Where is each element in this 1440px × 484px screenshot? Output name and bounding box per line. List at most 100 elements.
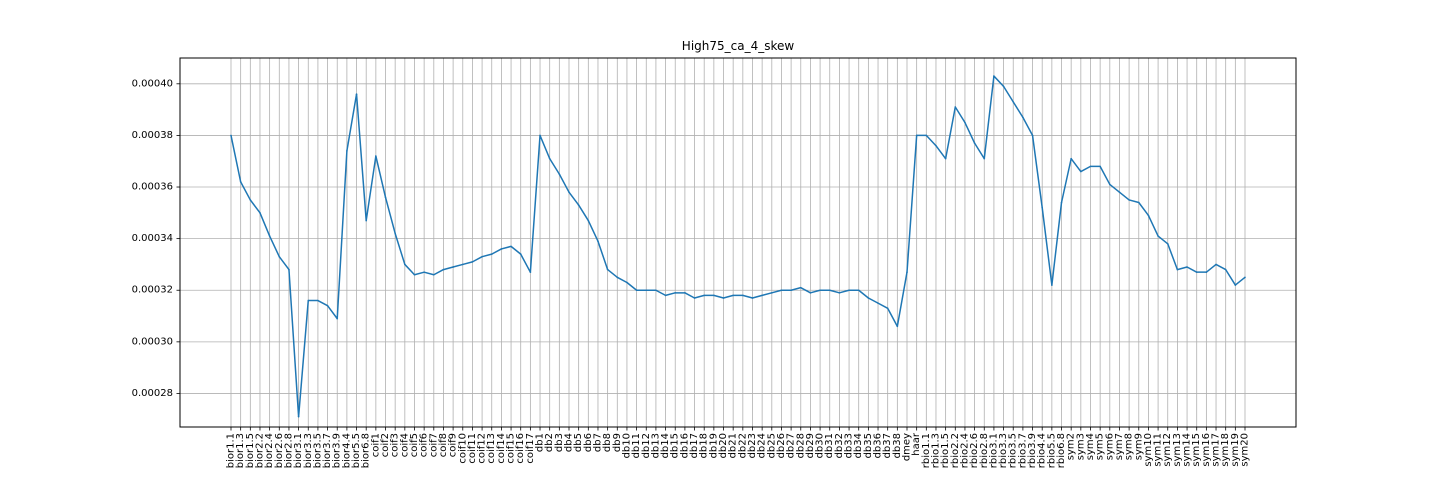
- x-tick-label: rbio3.3: [998, 433, 1009, 468]
- x-tick-label: db32: [834, 433, 845, 458]
- data-point-db18: [703, 294, 705, 297]
- x-tick-label: db12: [641, 433, 652, 458]
- data-point-db9: [616, 276, 619, 279]
- data-point-bior3-9: [336, 317, 339, 320]
- data-point-db5: [577, 204, 580, 206]
- x-tick-label: db10: [621, 433, 632, 458]
- data-point-rbio2-8: [983, 157, 986, 160]
- x-tick-label: bior5.5: [351, 433, 362, 468]
- x-axis: bior1.1bior1.3bior1.5bior2.2bior2.4bior2…: [226, 427, 1251, 468]
- data-point-bior1-3: [239, 181, 242, 183]
- x-tick-label: db26: [776, 433, 787, 458]
- x-tick-label: bior3.7: [322, 433, 333, 468]
- x-tick-label: sym6: [1104, 433, 1115, 460]
- x-tick-label: bior3.1: [293, 433, 304, 468]
- data-point-bior2-2: [259, 212, 261, 214]
- x-tick-label: coif10: [457, 433, 468, 464]
- data-point-sym5: [1099, 165, 1101, 168]
- data-point-rbio4-4: [1041, 206, 1043, 209]
- x-tick-label: db15: [670, 433, 681, 458]
- x-tick-label: db3: [554, 433, 565, 452]
- data-point-rbio3-9: [1031, 134, 1034, 137]
- x-tick-label: sym16: [1201, 433, 1212, 467]
- data-point-coif8: [442, 268, 445, 271]
- data-point-db19: [713, 294, 715, 297]
- data-point-coif15: [510, 245, 512, 248]
- data-point-bior3-7: [326, 304, 329, 307]
- x-tick-label: rbio3.1: [988, 433, 999, 468]
- x-tick-label: db19: [708, 433, 719, 458]
- x-tick-label: rbio1.3: [930, 433, 941, 468]
- data-point-db8: [606, 268, 609, 271]
- data-point-rbio3-3: [1002, 85, 1005, 88]
- data-point-bior5-5: [355, 93, 358, 95]
- x-tick-label: db7: [592, 433, 603, 452]
- x-tick-label: coif2: [380, 433, 391, 457]
- x-tick-label: coif5: [409, 433, 420, 457]
- data-point-sym13: [1176, 268, 1179, 271]
- data-point-bior1-1: [230, 134, 232, 137]
- data-point-db22: [742, 294, 744, 297]
- data-point-db35: [867, 297, 870, 299]
- x-tick-label: rbio3.5: [1008, 433, 1019, 468]
- x-tick-label: db2: [544, 433, 555, 452]
- x-tick-label: coif3: [390, 433, 401, 457]
- data-point-coif3: [394, 232, 396, 235]
- x-tick-label: rbio2.6: [969, 433, 980, 468]
- data-point-db27: [790, 289, 792, 292]
- x-tick-label: db17: [689, 433, 700, 458]
- y-tick-label: 0.00028: [132, 388, 173, 399]
- x-tick-label: rbio5.5: [1046, 433, 1057, 468]
- x-tick-label: db11: [631, 433, 642, 458]
- data-point-db34: [857, 289, 860, 292]
- data-point-haar: [915, 134, 918, 137]
- x-tick-label: db38: [892, 433, 903, 458]
- grid-lines: [180, 58, 1296, 427]
- data-point-db14: [664, 294, 667, 297]
- x-tick-label: sym12: [1162, 433, 1173, 467]
- data-point-coif16: [519, 253, 522, 255]
- x-tick-label: sym20: [1240, 433, 1251, 467]
- data-point-sym20: [1244, 276, 1246, 279]
- chart-title: High75_ca_4_skew: [682, 39, 795, 53]
- x-tick-label: db37: [882, 433, 893, 458]
- data-point-db29: [809, 292, 812, 294]
- data-point-db20: [722, 297, 725, 299]
- data-point-db23: [751, 297, 754, 299]
- x-tick-label: coif6: [419, 433, 430, 457]
- data-point-db33: [848, 289, 850, 292]
- y-tick-label: 0.00040: [132, 78, 173, 89]
- x-tick-label: sym18: [1220, 433, 1231, 467]
- data-point-sym3: [1080, 170, 1082, 173]
- x-tick-label: db30: [815, 433, 826, 458]
- data-point-sym10: [1147, 214, 1150, 217]
- data-point-rbio2-4: [964, 121, 966, 124]
- data-point-coif6: [423, 271, 425, 273]
- x-tick-label: sym9: [1133, 433, 1144, 460]
- x-tick-label: bior2.4: [264, 433, 275, 468]
- data-point-db12: [645, 289, 648, 292]
- series-line: [230, 75, 1246, 418]
- data-point-sym18: [1224, 268, 1227, 271]
- x-tick-label: coif17: [525, 433, 536, 464]
- data-point-coif1: [375, 155, 377, 157]
- data-point-db28: [799, 286, 802, 289]
- x-tick-label: bior3.3: [303, 433, 314, 468]
- x-tick-label: bior3.5: [312, 433, 323, 468]
- x-tick-label: bior2.6: [274, 433, 285, 468]
- data-point-bior2-4: [268, 235, 271, 237]
- data-point-coif7: [433, 273, 435, 276]
- x-tick-label: db1: [535, 433, 546, 452]
- data-point-db15: [674, 292, 677, 294]
- x-tick-label: bior2.2: [254, 433, 265, 468]
- data-point-bior2-8: [288, 268, 290, 271]
- data-point-db11: [635, 289, 638, 292]
- data-point-bior1-5: [249, 199, 252, 201]
- data-point-coif5: [413, 273, 416, 276]
- y-tick-label: 0.00036: [132, 182, 173, 193]
- data-point-db17: [693, 297, 696, 299]
- data-point-sym15: [1195, 271, 1198, 273]
